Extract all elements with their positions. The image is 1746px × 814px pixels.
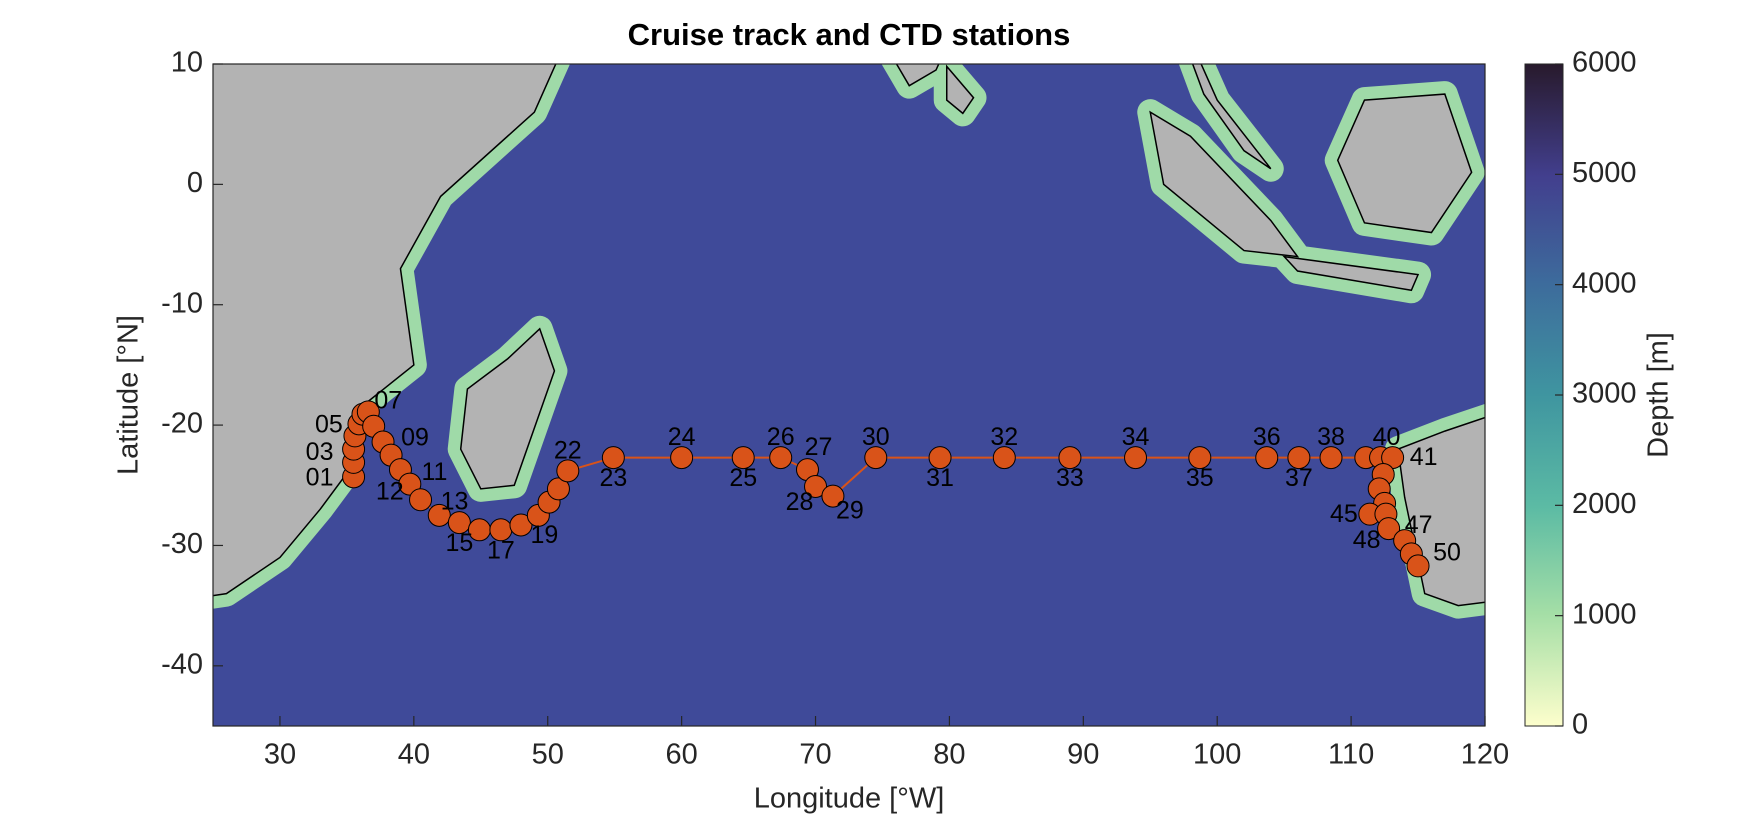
station-label: 03 xyxy=(306,438,334,466)
x-tick-label: 100 xyxy=(1193,739,1241,771)
station-label: 12 xyxy=(376,478,404,506)
station-label: 38 xyxy=(1317,423,1345,451)
station-label: 48 xyxy=(1353,526,1381,554)
station-label: 24 xyxy=(668,423,696,451)
y-tick-label: 0 xyxy=(187,167,203,199)
map-area xyxy=(213,64,1485,726)
ctd-station xyxy=(1287,446,1311,470)
ctd-station xyxy=(928,446,952,470)
station-label: 29 xyxy=(836,497,864,525)
station-label: 19 xyxy=(530,521,558,549)
ctd-station xyxy=(769,446,793,470)
station-label: 32 xyxy=(990,423,1018,451)
ctd-station xyxy=(864,446,888,470)
station-label: 37 xyxy=(1285,464,1313,492)
station-label: 28 xyxy=(786,488,814,516)
ctd-station xyxy=(821,484,845,508)
station-label: 22 xyxy=(554,436,582,464)
station-label: 05 xyxy=(315,410,343,438)
ctd-station xyxy=(804,474,828,498)
ctd-station xyxy=(1406,554,1430,578)
station-label: 13 xyxy=(441,487,469,515)
station-label: 25 xyxy=(729,464,757,492)
colorbar-tick-label: 1000 xyxy=(1572,598,1637,630)
land xyxy=(1149,110,1300,258)
ctd-station xyxy=(556,459,580,483)
station-label: 26 xyxy=(767,423,795,451)
ctd-station xyxy=(509,513,533,537)
axes-box xyxy=(212,63,1486,727)
y-tick-label: -20 xyxy=(161,408,203,440)
station-label: 41 xyxy=(1410,443,1438,471)
chart-title: Cruise track and CTD stations xyxy=(628,17,1071,52)
x-tick-label: 40 xyxy=(398,739,430,771)
station-label: 50 xyxy=(1433,539,1461,567)
colorbar-tick-label: 4000 xyxy=(1572,267,1637,299)
ctd-station xyxy=(670,446,694,470)
colorbar-tick-label: 3000 xyxy=(1572,378,1637,410)
ctd-station xyxy=(1319,446,1343,470)
station-label: 23 xyxy=(599,464,627,492)
land xyxy=(1282,255,1420,292)
y-axis-label: Latitude [°N] xyxy=(113,315,145,475)
y-tick-label: -40 xyxy=(161,648,203,680)
colorbar-tick-label: 5000 xyxy=(1572,157,1637,189)
station-label: 33 xyxy=(1056,464,1084,492)
station-label: 36 xyxy=(1253,423,1281,451)
station-label: 17 xyxy=(487,536,515,564)
ctd-station xyxy=(992,446,1016,470)
station-label: 15 xyxy=(445,529,473,557)
land xyxy=(895,64,940,87)
colorbar-label: Depth [m] xyxy=(1643,332,1675,458)
station-label: 11 xyxy=(421,458,447,486)
station-label: 27 xyxy=(805,433,833,461)
ctd-station xyxy=(1058,446,1082,470)
colorbar-tick-label: 0 xyxy=(1572,709,1588,741)
station-label: 07 xyxy=(374,386,402,414)
station-label: 01 xyxy=(306,463,334,491)
y-tick-label: -30 xyxy=(161,528,203,560)
x-tick-label: 70 xyxy=(799,739,831,771)
station-label: 09 xyxy=(401,424,429,452)
ctd-station xyxy=(731,446,755,470)
x-tick-label: 90 xyxy=(1067,739,1099,771)
ctd-station xyxy=(1188,446,1212,470)
x-tick-label: 30 xyxy=(264,739,296,771)
y-tick-label: -10 xyxy=(161,287,203,319)
colorbar-tick-label: 6000 xyxy=(1572,47,1637,79)
land xyxy=(1336,93,1473,234)
ctd-station xyxy=(447,511,471,535)
x-tick-label: 120 xyxy=(1461,739,1509,771)
ctd-station xyxy=(1124,446,1148,470)
colorbar-tick-label: 2000 xyxy=(1572,488,1637,520)
station-label: 34 xyxy=(1122,423,1150,451)
station-label: 35 xyxy=(1186,464,1214,492)
land xyxy=(213,64,557,597)
ctd-station xyxy=(409,488,433,512)
station-label: 40 xyxy=(1373,423,1401,451)
y-tick-label: 10 xyxy=(171,47,203,79)
land xyxy=(945,64,975,115)
station-label: 45 xyxy=(1330,500,1358,528)
x-tick-label: 60 xyxy=(665,739,697,771)
station-label: 47 xyxy=(1405,511,1433,539)
x-tick-label: 80 xyxy=(933,739,965,771)
ctd-station xyxy=(546,477,570,501)
x-tick-label: 50 xyxy=(532,739,564,771)
x-axis-label: Longitude [°W] xyxy=(754,783,945,814)
ctd-station xyxy=(601,446,625,470)
land xyxy=(1191,64,1272,170)
x-tick-label: 110 xyxy=(1328,739,1374,771)
ctd-station xyxy=(1377,517,1401,541)
ctd-station xyxy=(1255,446,1279,470)
station-label: 30 xyxy=(862,423,890,451)
ctd-station xyxy=(427,503,451,527)
land xyxy=(459,327,556,490)
station-label: 31 xyxy=(926,464,954,492)
